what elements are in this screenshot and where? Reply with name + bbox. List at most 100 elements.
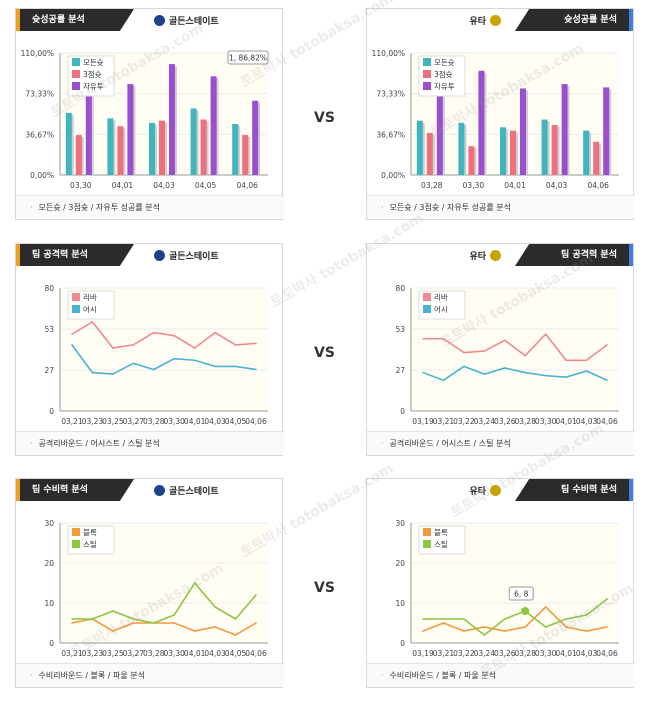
data-point[interactable]	[565, 626, 567, 628]
bar[interactable]	[107, 118, 114, 175]
bar[interactable]	[169, 64, 175, 175]
data-point[interactable]	[71, 344, 73, 346]
data-point[interactable]	[234, 344, 237, 346]
data-point[interactable]	[463, 365, 465, 368]
bar[interactable]	[159, 120, 165, 175]
data-point[interactable]	[112, 347, 114, 349]
data-point[interactable]	[91, 321, 94, 323]
data-point[interactable]	[463, 630, 465, 632]
data-point[interactable]	[544, 333, 547, 335]
data-point[interactable]	[422, 618, 424, 620]
data-point[interactable]	[503, 630, 506, 632]
data-point[interactable]	[71, 333, 73, 335]
bar[interactable]	[458, 122, 465, 175]
data-point[interactable]	[214, 626, 216, 628]
data-point[interactable]	[606, 598, 608, 600]
series-line[interactable]	[423, 598, 608, 637]
data-point[interactable]	[214, 365, 216, 368]
data-point[interactable]	[71, 622, 73, 624]
data-point[interactable]	[565, 376, 567, 378]
bar[interactable]	[242, 135, 249, 175]
data-point[interactable]	[463, 351, 465, 354]
data-point[interactable]	[442, 379, 445, 382]
data-point[interactable]	[255, 368, 257, 371]
bar[interactable]	[190, 108, 197, 175]
series-line[interactable]	[422, 605, 608, 632]
data-point[interactable]	[132, 344, 135, 346]
bar[interactable]	[117, 126, 124, 175]
data-point[interactable]	[152, 331, 155, 334]
data-point[interactable]	[193, 582, 196, 584]
highlight-point[interactable]	[521, 607, 530, 615]
data-point[interactable]	[234, 618, 237, 620]
data-point[interactable]	[544, 626, 547, 628]
data-point[interactable]	[503, 339, 506, 342]
bar[interactable]	[200, 119, 207, 175]
data-point[interactable]	[503, 367, 506, 369]
series-line[interactable]	[71, 320, 257, 349]
data-point[interactable]	[565, 359, 567, 362]
data-point[interactable]	[112, 610, 114, 612]
bar[interactable]	[583, 130, 590, 175]
bar[interactable]	[478, 70, 485, 175]
data-point[interactable]	[524, 626, 527, 628]
bar[interactable]	[603, 87, 610, 175]
data-point[interactable]	[544, 606, 547, 608]
bar[interactable]	[232, 123, 239, 175]
data-point[interactable]	[132, 622, 135, 624]
data-point[interactable]	[255, 594, 257, 596]
data-point[interactable]	[112, 630, 114, 632]
data-point[interactable]	[91, 618, 94, 620]
data-point[interactable]	[483, 634, 486, 636]
bar[interactable]	[510, 130, 516, 175]
data-point[interactable]	[483, 626, 486, 628]
data-point[interactable]	[422, 630, 424, 632]
data-point[interactable]	[173, 334, 176, 337]
bar[interactable]	[210, 76, 217, 175]
bar[interactable]	[149, 122, 155, 175]
bar[interactable]	[520, 88, 526, 175]
bar[interactable]	[468, 146, 475, 175]
data-point[interactable]	[132, 362, 135, 365]
series-line[interactable]	[423, 332, 608, 362]
bar[interactable]	[436, 89, 443, 175]
data-point[interactable]	[71, 618, 73, 620]
data-point[interactable]	[503, 618, 506, 620]
bar[interactable]	[75, 135, 82, 175]
data-point[interactable]	[234, 365, 237, 368]
bar[interactable]	[85, 78, 92, 175]
data-point[interactable]	[255, 342, 257, 345]
data-point[interactable]	[422, 337, 424, 340]
data-point[interactable]	[524, 371, 527, 374]
data-point[interactable]	[214, 331, 216, 334]
data-point[interactable]	[585, 370, 588, 372]
data-point[interactable]	[442, 337, 445, 340]
data-point[interactable]	[565, 618, 567, 620]
bar[interactable]	[252, 100, 259, 175]
data-point[interactable]	[112, 373, 114, 375]
data-point[interactable]	[152, 368, 155, 371]
data-point[interactable]	[152, 622, 155, 624]
data-point[interactable]	[585, 359, 588, 362]
series-line[interactable]	[422, 365, 608, 382]
data-point[interactable]	[214, 606, 216, 608]
data-point[interactable]	[173, 622, 176, 624]
data-point[interactable]	[524, 354, 527, 357]
data-point[interactable]	[442, 622, 445, 624]
data-point[interactable]	[173, 614, 176, 616]
bar[interactable]	[416, 120, 423, 175]
data-point[interactable]	[483, 350, 486, 352]
data-point[interactable]	[544, 374, 547, 377]
bar[interactable]	[127, 84, 134, 175]
bar[interactable]	[593, 141, 600, 175]
data-point[interactable]	[173, 357, 176, 360]
bar[interactable]	[65, 112, 72, 175]
data-point[interactable]	[91, 371, 94, 374]
data-point[interactable]	[463, 618, 465, 620]
data-point[interactable]	[442, 618, 445, 620]
series-line[interactable]	[71, 618, 257, 636]
data-point[interactable]	[585, 614, 588, 616]
data-point[interactable]	[255, 622, 257, 624]
data-point[interactable]	[193, 347, 196, 349]
bar[interactable]	[500, 127, 506, 175]
